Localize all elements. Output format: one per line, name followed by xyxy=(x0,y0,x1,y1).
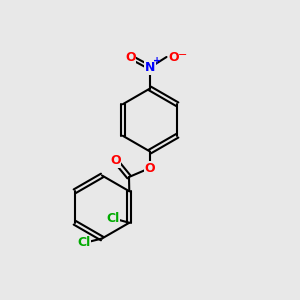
Text: Cl: Cl xyxy=(77,236,91,250)
Text: −: − xyxy=(178,50,188,60)
Text: O: O xyxy=(110,154,121,167)
Text: +: + xyxy=(152,56,161,66)
Text: O: O xyxy=(145,161,155,175)
Text: Cl: Cl xyxy=(106,212,119,225)
Text: O: O xyxy=(169,50,179,64)
Text: O: O xyxy=(125,50,136,64)
Text: N: N xyxy=(145,61,155,74)
